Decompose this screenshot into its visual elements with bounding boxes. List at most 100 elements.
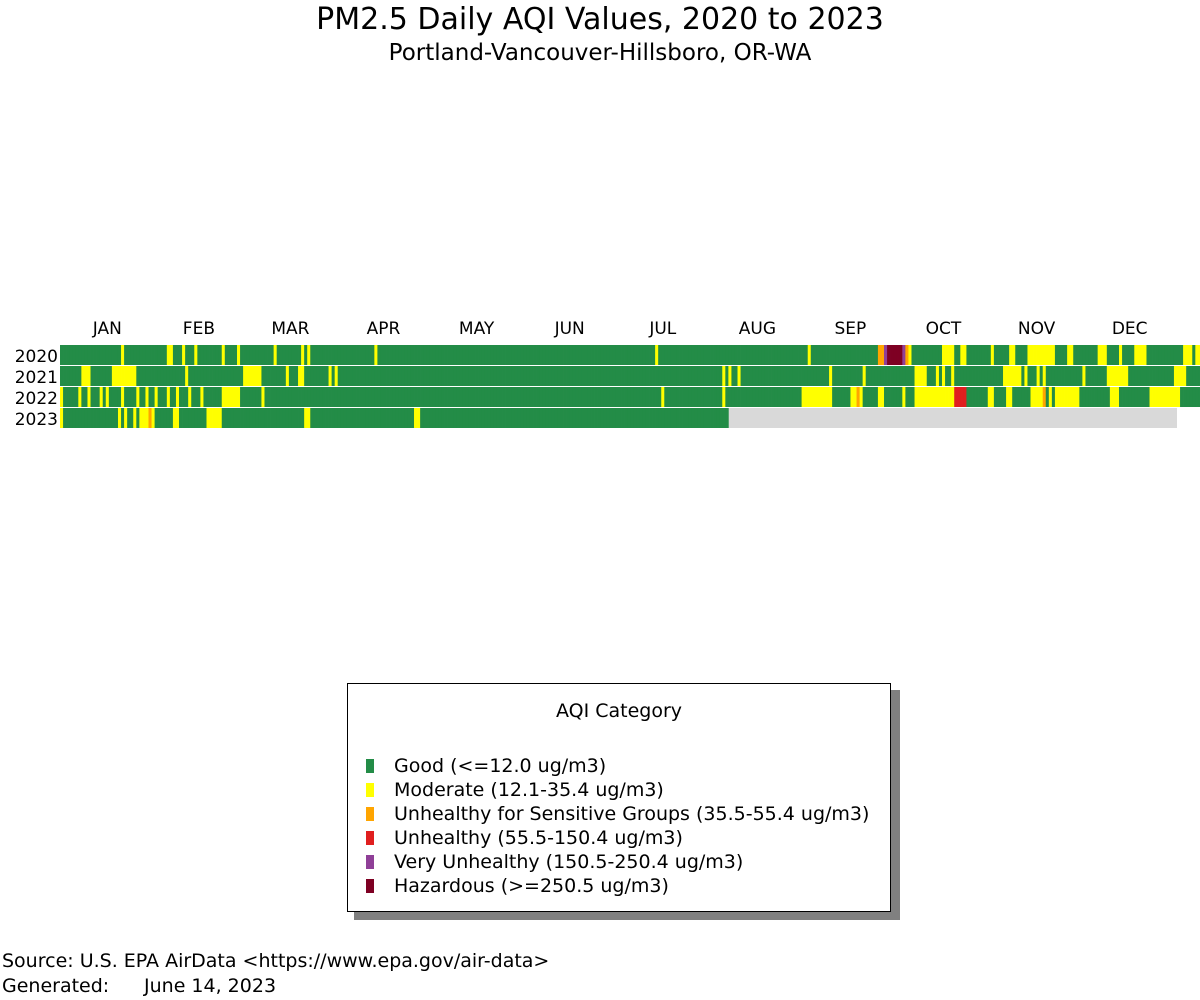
day-cell	[850, 387, 854, 407]
day-cell	[948, 387, 952, 407]
day-cell	[340, 408, 345, 428]
day-cell	[426, 345, 430, 365]
day-cell	[484, 387, 488, 407]
day-cell	[615, 387, 619, 407]
day-cell	[1024, 366, 1028, 386]
day-cell	[237, 408, 241, 428]
day-cell	[78, 345, 82, 365]
day-cell	[517, 387, 522, 407]
day-cell	[395, 366, 400, 386]
day-cell	[1076, 387, 1080, 407]
day-cell	[1033, 387, 1037, 407]
day-cell	[75, 366, 79, 386]
day-cell	[1152, 366, 1156, 386]
day-cell	[1030, 387, 1034, 407]
day-cell	[960, 387, 964, 407]
day-cell	[816, 366, 821, 386]
day-cell	[472, 387, 476, 407]
day-cell	[1012, 366, 1016, 386]
day-cell	[191, 408, 195, 428]
day-cell	[929, 387, 934, 407]
day-cell	[865, 387, 870, 407]
day-cell	[453, 387, 458, 407]
day-cell	[331, 366, 336, 386]
day-cell	[102, 366, 107, 386]
month-label-jan: JAN	[92, 319, 122, 339]
day-cell	[587, 366, 592, 386]
day-cell	[105, 387, 110, 407]
day-cell	[69, 387, 73, 407]
day-cell	[514, 366, 519, 386]
day-cell	[490, 366, 494, 386]
day-cell	[349, 408, 354, 428]
day-cell	[560, 345, 564, 365]
day-cell	[117, 345, 122, 365]
month-label-feb: FEB	[183, 319, 215, 339]
day-cell	[536, 345, 540, 365]
day-cell	[468, 366, 473, 386]
day-cell	[813, 387, 818, 407]
day-cell	[771, 387, 775, 407]
day-cell	[371, 387, 375, 407]
day-cell	[313, 345, 317, 365]
day-cell	[1122, 345, 1126, 365]
day-cell	[227, 366, 232, 386]
day-cell	[475, 408, 479, 428]
day-cell	[322, 366, 326, 386]
day-cell	[502, 366, 506, 386]
month-label-jun: JUN	[554, 319, 585, 339]
day-cell	[789, 366, 793, 386]
day-cell	[380, 408, 384, 428]
day-cell	[447, 366, 451, 386]
day-cell	[356, 366, 360, 386]
day-cell	[175, 366, 180, 386]
day-cell	[587, 387, 592, 407]
day-cell	[578, 408, 583, 428]
day-cell	[1045, 366, 1050, 386]
day-cell	[1033, 345, 1037, 365]
day-cell	[926, 366, 931, 386]
day-cell	[200, 387, 204, 407]
day-cell	[658, 366, 662, 386]
day-cell	[676, 408, 680, 428]
day-cell	[740, 366, 744, 386]
day-cell	[835, 345, 839, 365]
day-cell	[1067, 366, 1071, 386]
day-cell	[374, 345, 378, 365]
day-cell	[459, 366, 464, 386]
day-cell	[60, 345, 64, 365]
day-cell	[203, 387, 207, 407]
day-cell	[749, 345, 754, 365]
day-cell	[758, 366, 763, 386]
day-cell	[993, 387, 998, 407]
day-cell	[707, 387, 711, 407]
day-cell	[291, 387, 296, 407]
day-cell	[343, 387, 348, 407]
day-cell	[645, 408, 650, 428]
day-cell	[533, 408, 537, 428]
day-cell	[472, 345, 476, 365]
day-cell	[578, 366, 583, 386]
day-cell	[1067, 387, 1071, 407]
day-cell	[243, 366, 247, 386]
day-cell	[722, 366, 726, 386]
day-cell	[157, 408, 162, 428]
day-cell	[316, 345, 320, 365]
day-cell	[127, 387, 131, 407]
legend: AQI Category Good (<=12.0 ug/m3) Moderate…	[347, 683, 891, 912]
day-cell	[316, 387, 320, 407]
day-cell	[963, 345, 967, 365]
day-cell	[386, 408, 390, 428]
day-cell	[716, 408, 720, 428]
day-cell	[1061, 387, 1065, 407]
day-cell	[438, 387, 442, 407]
day-cell	[285, 387, 290, 407]
year-label-2022: 2022	[15, 389, 58, 409]
day-cell	[328, 387, 332, 407]
day-cell	[844, 387, 848, 407]
day-cell	[218, 387, 223, 407]
day-cell	[1146, 387, 1150, 407]
day-cell	[603, 366, 607, 386]
day-cell	[456, 408, 461, 428]
day-cell	[325, 366, 329, 386]
